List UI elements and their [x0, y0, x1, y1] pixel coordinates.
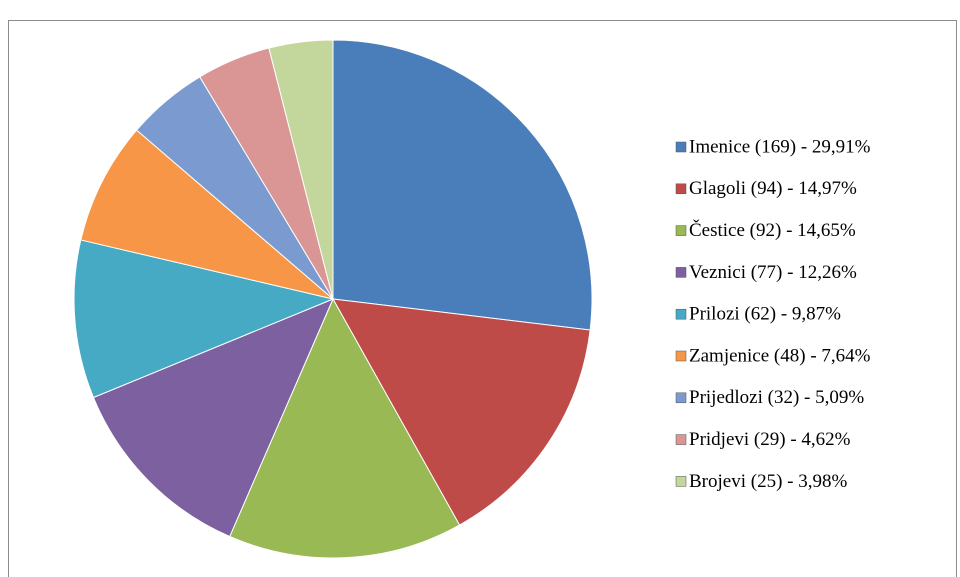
- legend-label: Prijedlozi (32) - 5,09%: [689, 387, 864, 408]
- pie-slice: [268, 39, 334, 300]
- legend-label: Pridjevi (29) - 4,62%: [689, 429, 851, 450]
- legend-swatch: [675, 392, 687, 404]
- legend-swatch: [675, 267, 687, 278]
- legend-swatch: [675, 350, 687, 362]
- pie-slice: [73, 239, 335, 399]
- legend-label: Brojevi (25) - 3,98%: [689, 471, 847, 492]
- legend-label: Veznici (77) - 12,26%: [689, 262, 857, 283]
- legend-swatch: [675, 308, 687, 320]
- legend-label: Imenice (169) - 29,91%: [689, 136, 871, 157]
- pie-slice: [92, 298, 334, 538]
- legend-label: Prilozi (62) - 9,87%: [689, 304, 841, 325]
- legend-swatch: [675, 183, 687, 195]
- legend-swatch: [675, 434, 687, 445]
- pie-slice: [229, 297, 461, 559]
- legend-label: Glagoli (94) - 14,97%: [689, 178, 857, 199]
- legend-label: Čestice (92) - 14,65%: [689, 219, 856, 241]
- legend-label: Zamjenice (48) - 7,64%: [689, 345, 871, 366]
- pie-slice: [332, 39, 593, 331]
- legend-swatch: [675, 141, 687, 153]
- legend-swatch: [675, 476, 687, 487]
- pie-slice: [332, 298, 591, 526]
- pie-slice: [80, 129, 334, 300]
- legend-swatch: [675, 225, 687, 236]
